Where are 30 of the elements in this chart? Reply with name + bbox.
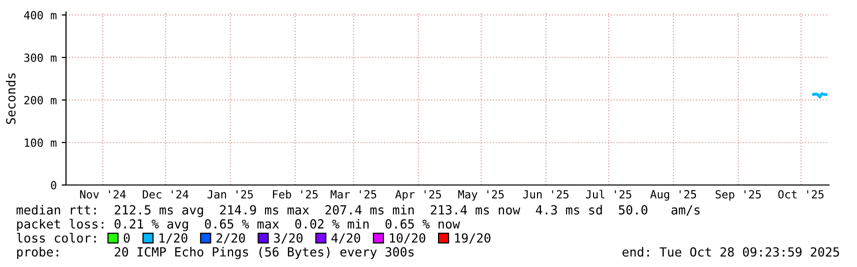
text: median rtt: 212.5 ms avg 214.9 ms max 207.4 ms min 213.4 ms now 4.3 ms sd 50.0 am/s [16, 204, 700, 218]
x-tick-label: Oct '25 [778, 190, 824, 199]
x-tick-label: Aug '25 [650, 190, 696, 201]
text: probe: 20 ICMP Echo Pings (56 Bytes) every 300s [17, 246, 414, 260]
x-tick-label: Apr '25 [395, 190, 441, 201]
text: end: Tue Oct 28 09:23:59 2025 [622, 246, 840, 257]
x-tick-label: Jun '25 [523, 190, 568, 199]
text: packet loss: 0.21 % avg 0.65 % max 0.02 % min 0.65 % now [17, 218, 460, 232]
x-tick-label: Dec '24 [142, 190, 188, 199]
y-tick-label: 300 m [24, 53, 56, 62]
legend-label: 4/20 [331, 233, 360, 244]
legend-label: 3/20 [274, 233, 303, 244]
legend-label: 1/20 [160, 233, 188, 244]
legend-label: 0 [124, 233, 130, 243]
y-axis-title: Seconds [6, 73, 16, 124]
y-tick-label: 400 m [24, 10, 56, 20]
legend-label: 2/20 [216, 233, 245, 244]
x-tick-label: Sep '25 [716, 190, 761, 201]
x-tick-label: May '25 [458, 190, 504, 201]
y-tick-label: 100 m [24, 138, 56, 147]
legend-label: 19/20 [455, 233, 490, 244]
x-tick-label: Mar '25 [330, 190, 376, 199]
x-tick-label: Feb '25 [272, 190, 318, 199]
y-tick-label: 0 [51, 181, 56, 190]
x-tick-label: Jan '25 [208, 190, 253, 199]
legend-title: loss color: [16, 232, 96, 243]
x-tick-label: Jul '25 [586, 190, 632, 199]
y-tick-label: 200 m [24, 96, 56, 104]
legend-label: 10/20 [390, 233, 426, 244]
x-tick-label: Nov '24 [80, 190, 126, 199]
